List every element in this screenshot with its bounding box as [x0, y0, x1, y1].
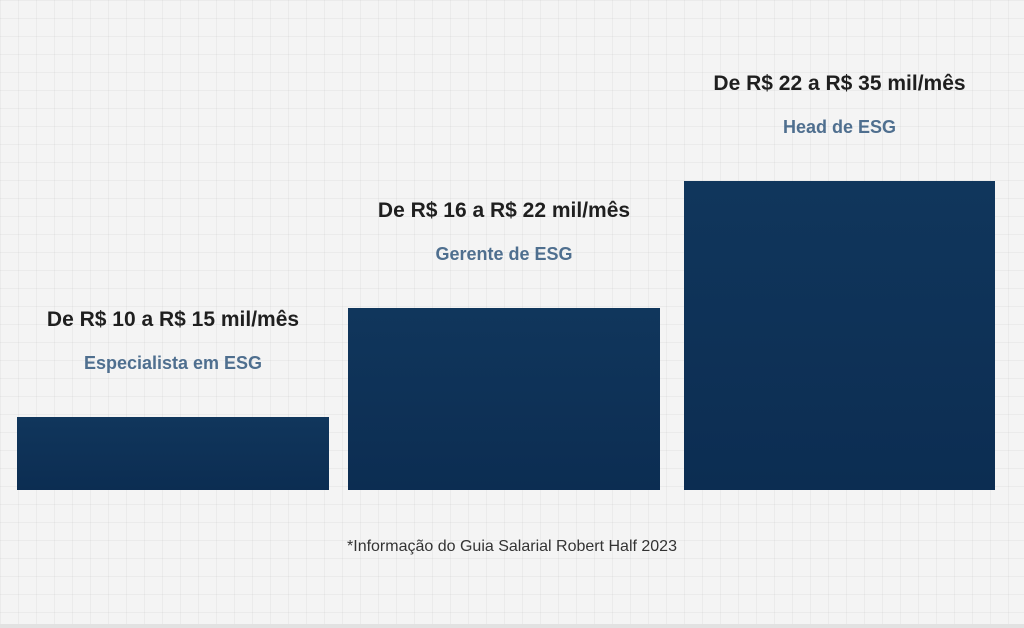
range-label-gerente: De R$ 16 a R$ 22 mil/mês	[377, 199, 631, 222]
bar-head	[684, 181, 995, 490]
range-label-especialista: De R$ 10 a R$ 15 mil/mês	[46, 308, 300, 331]
range-label-head: De R$ 22 a R$ 35 mil/mês	[713, 72, 966, 95]
role-label-head: Head de ESG	[782, 117, 897, 137]
bar-especialista	[17, 417, 329, 490]
bottom-edge	[0, 624, 1024, 628]
bar-gerente	[348, 308, 660, 490]
role-label-especialista: Especialista em ESG	[83, 353, 263, 373]
source-footnote: *Informação do Guia Salarial Robert Half…	[347, 538, 677, 555]
role-label-gerente: Gerente de ESG	[435, 244, 573, 264]
